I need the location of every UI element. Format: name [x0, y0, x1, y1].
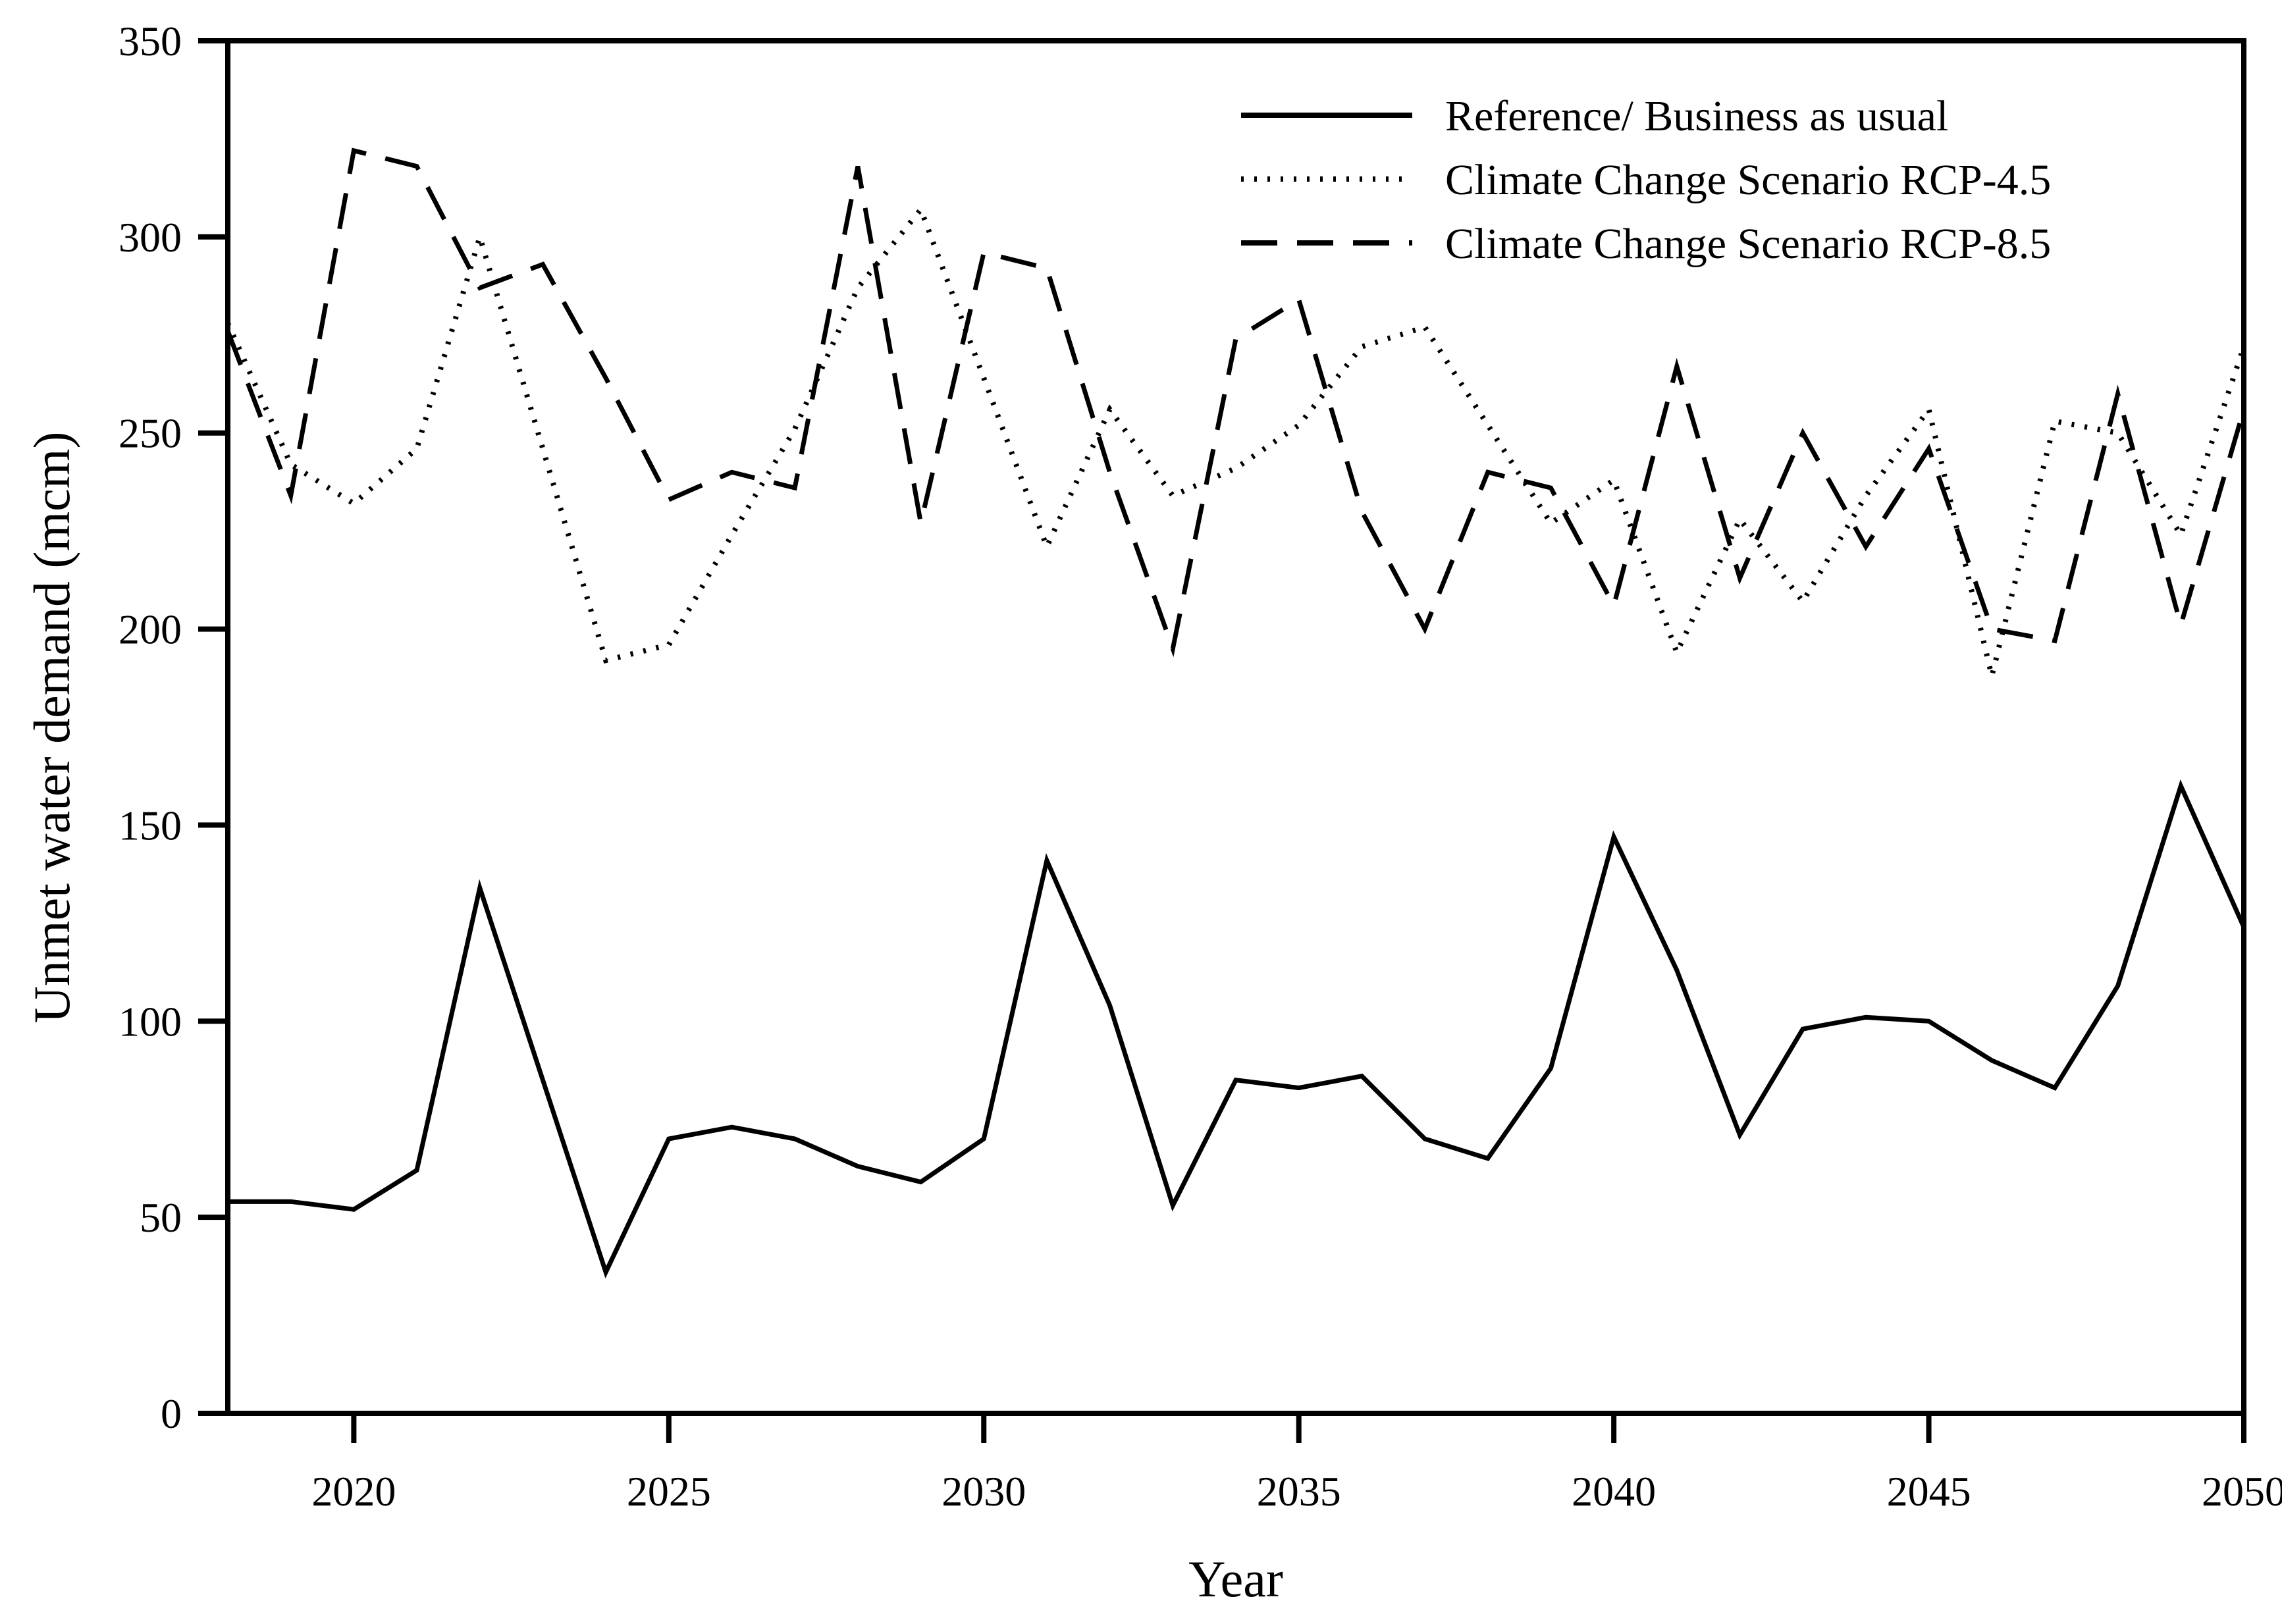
x-tick-label: 2030	[942, 1468, 1026, 1515]
y-tick-label: 250	[119, 410, 182, 457]
series-line-solid	[228, 779, 2246, 1278]
y-tick-label: 50	[140, 1194, 182, 1241]
x-tick-label: 2050	[2202, 1468, 2282, 1515]
x-axis-title: Year	[1188, 1550, 1283, 1608]
x-tick-label: 2020	[311, 1468, 396, 1515]
y-tick-label: 350	[119, 18, 182, 65]
x-tick-label: 2025	[627, 1468, 711, 1515]
y-axis-title: Unmet water demand (mcm)	[23, 432, 80, 1024]
y-tick-label: 300	[119, 214, 182, 261]
y-tick-label: 100	[119, 998, 182, 1045]
x-tick-label: 2045	[1887, 1468, 1971, 1515]
y-tick-label: 200	[119, 606, 182, 653]
series-line-dotted	[225, 204, 2246, 677]
plot-frame	[225, 38, 2246, 1416]
x-tick-label: 2035	[1257, 1468, 1341, 1515]
legend-label-rcp45: Climate Change Scenario RCP-4.5	[1445, 156, 2051, 204]
y-tick-label: 150	[119, 802, 182, 849]
y-axis-ticks: 0 50 100 150 200 250 300 350	[119, 18, 228, 1437]
legend-label-reference: Reference/ Business as usual	[1445, 92, 1948, 140]
y-tick-label: 0	[161, 1390, 182, 1437]
data-series-lines	[225, 147, 2246, 1278]
x-axis-ticks: 2020 2025 2030 2035 2040 2045 2050	[311, 1413, 2282, 1515]
legend: Reference/ Business as usual Climate Cha…	[1241, 92, 2051, 268]
legend-label-rcp85: Climate Change Scenario RCP-8.5	[1445, 220, 2051, 268]
series-line-dashed	[225, 147, 2246, 658]
x-tick-label: 2040	[1572, 1468, 1656, 1515]
